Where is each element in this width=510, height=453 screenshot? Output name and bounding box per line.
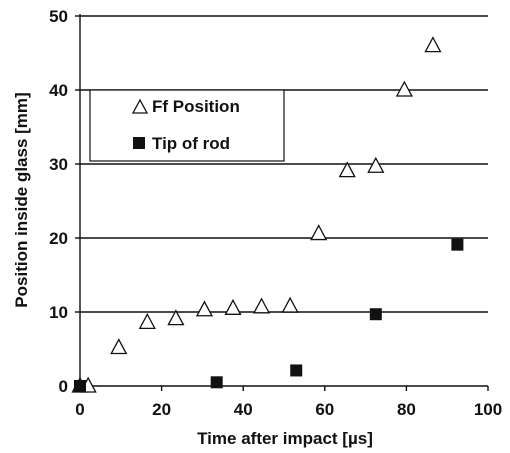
point-ff-position-7 xyxy=(252,297,271,314)
point-ff-position-5 xyxy=(195,300,214,317)
point-tip-of-rod-2 xyxy=(290,364,303,377)
point-ff-position-13 xyxy=(424,36,442,53)
y-tick-label: 10 xyxy=(49,303,68,322)
point-tip-of-rod-3 xyxy=(369,308,382,321)
point-tip-of-rod-1 xyxy=(210,376,223,389)
y-axis-title: Position inside glass [mm] xyxy=(12,92,31,307)
y-tick-label: 30 xyxy=(49,155,68,174)
x-tick-label: 40 xyxy=(234,400,253,419)
point-tip-of-rod-4 xyxy=(451,238,464,251)
x-tick-label: 80 xyxy=(397,400,416,419)
point-tip-of-rod-0 xyxy=(74,380,86,392)
x-tick-labels: 0 20 40 60 80 100 xyxy=(75,386,502,419)
x-tick-label: 0 xyxy=(75,400,84,419)
y-tick-label: 50 xyxy=(49,7,68,26)
legend-marker-ff-position xyxy=(131,98,149,114)
point-ff-position-12 xyxy=(395,80,413,97)
point-ff-position-4 xyxy=(167,309,185,326)
x-axis-title: Time after impact [µs] xyxy=(197,429,373,448)
legend-box xyxy=(89,89,285,162)
x-tick-label: 60 xyxy=(315,400,334,419)
point-ff-position-6 xyxy=(224,298,242,315)
point-ff-position-9 xyxy=(310,224,328,241)
legend-label-ff-position: Ff Position xyxy=(152,97,240,116)
legend: Ff Position Tip of rod xyxy=(89,89,285,162)
data-points xyxy=(71,36,464,393)
horizontal-gridlines xyxy=(75,15,488,387)
y-tick-label: 20 xyxy=(49,229,68,248)
y-tick-label: 40 xyxy=(49,81,68,100)
legend-label-tip-of-rod: Tip of rod xyxy=(152,134,230,153)
y-tick-labels: 0 10 20 30 40 50 xyxy=(49,7,68,396)
point-ff-position-11 xyxy=(367,156,385,173)
point-ff-position-3 xyxy=(138,312,156,330)
x-tick-label: 100 xyxy=(474,400,502,419)
point-ff-position-10 xyxy=(338,161,356,178)
point-ff-position-8 xyxy=(281,296,299,313)
y-tick-label: 0 xyxy=(59,377,68,396)
point-ff-position-2 xyxy=(110,338,128,355)
x-tick-label: 20 xyxy=(152,400,171,419)
legend-marker-tip-of-rod xyxy=(133,137,145,149)
